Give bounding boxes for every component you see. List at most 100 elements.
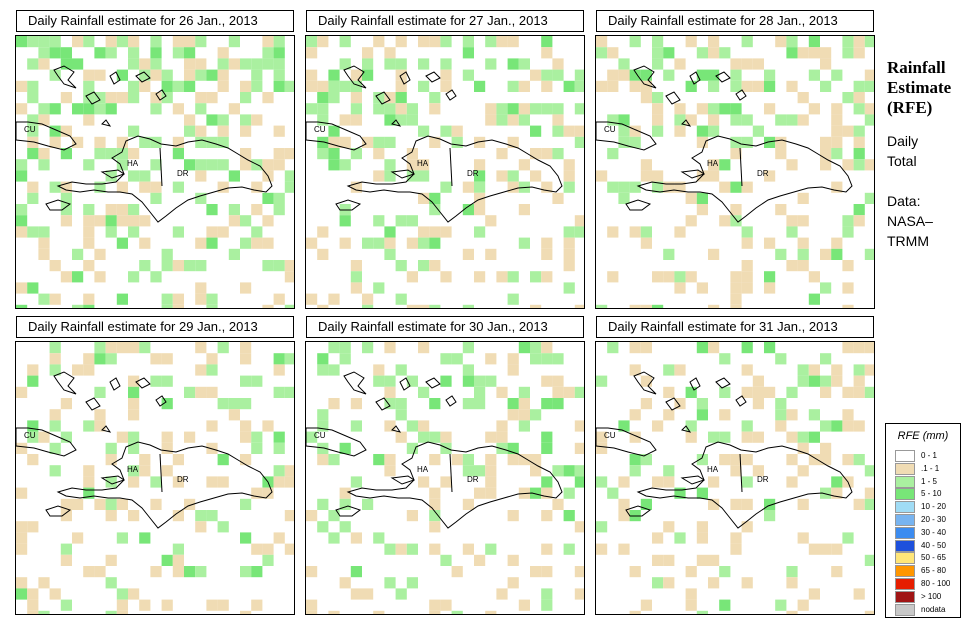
rainfall-cell	[228, 409, 240, 421]
rainfall-cell	[842, 159, 854, 171]
rainfall-cell	[696, 409, 708, 421]
rainfall-cell	[618, 125, 630, 137]
rainfall-cell	[116, 610, 128, 614]
rainfall-cell	[786, 260, 798, 272]
rainfall-cell	[808, 47, 820, 59]
rainfall-cell	[16, 532, 28, 544]
rainfall-cell	[808, 103, 820, 115]
rainfall-cell	[853, 342, 865, 354]
rainfall-cell	[451, 566, 463, 578]
rainfall-cell	[820, 353, 832, 365]
rainfall-cell	[105, 442, 117, 454]
rainfall-cell	[741, 342, 753, 354]
rainfall-cell	[161, 304, 173, 308]
rainfall-cell	[262, 304, 274, 308]
rainfall-cell	[161, 293, 173, 305]
legend-label: 5 - 10	[921, 489, 942, 499]
rainfall-cell	[49, 342, 61, 354]
rainfall-cell	[418, 386, 430, 398]
rainfall-cell	[474, 386, 486, 398]
rainfall-cell	[808, 454, 820, 466]
rainfall-cell	[596, 521, 608, 533]
rainfall-cell	[406, 114, 418, 126]
rainfall-cell	[474, 170, 486, 182]
cuba-outline	[306, 427, 367, 457]
rainfall-cell	[429, 398, 441, 410]
rainfall-cell	[83, 103, 95, 115]
rainfall-cell	[786, 226, 798, 238]
haiti-label: HA	[707, 159, 719, 168]
rainfall-cell	[652, 58, 664, 70]
rainfall-cell	[38, 577, 50, 589]
rainfall-cell	[317, 114, 329, 126]
rainfall-grid	[16, 36, 294, 308]
rainfall-cell	[474, 271, 486, 283]
rainfall-cell	[339, 58, 351, 70]
rainfall-cell	[139, 215, 151, 227]
rainfall-cell	[775, 420, 787, 432]
rainfall-cell	[161, 248, 173, 260]
rainfall-cell	[105, 148, 117, 160]
rainfall-cell	[373, 237, 385, 249]
rainfall-cell	[607, 342, 619, 354]
rainfall-cell	[128, 80, 140, 92]
rainfall-cell	[440, 554, 452, 566]
rainfall-cell	[440, 353, 452, 365]
rainfall-cell	[128, 215, 140, 227]
rainfall-cell	[462, 342, 474, 354]
rainfall-cell	[150, 498, 162, 510]
rainfall-cell	[128, 431, 140, 443]
rainfall-cell	[362, 69, 374, 81]
rainfall-map-graphic: CU HA DR	[306, 36, 584, 308]
bahamas-island-outline	[735, 89, 747, 101]
rainfall-cell	[607, 487, 619, 499]
rainfall-cell	[820, 487, 832, 499]
rainfall-cell	[139, 136, 151, 148]
rainfall-cell	[27, 125, 39, 137]
rainfall-cell	[652, 36, 664, 48]
rainfall-cell	[94, 92, 106, 104]
rainfall-cell	[530, 454, 542, 466]
rainfall-cell	[440, 125, 452, 137]
rainfall-cell	[16, 282, 28, 294]
rainfall-cell	[797, 431, 809, 443]
rainfall-cell	[574, 69, 584, 81]
rainfall-cell	[775, 114, 787, 126]
rainfall-cell	[674, 226, 686, 238]
rainfall-cell	[696, 192, 708, 204]
rainfall-cell	[195, 282, 207, 294]
rainfall-cell	[831, 114, 843, 126]
rainfall-cell	[373, 215, 385, 227]
rainfall-cell	[116, 293, 128, 305]
rainfall-cell	[105, 47, 117, 59]
rainfall-cell	[83, 566, 95, 578]
rainfall-cell	[530, 409, 542, 421]
haiti-label: HA	[127, 159, 139, 168]
rainfall-cell	[317, 442, 329, 454]
rainfall-cell	[373, 136, 385, 148]
rainfall-cell	[328, 454, 340, 466]
haiti-dr-border	[449, 453, 453, 493]
rainfall-cell	[49, 364, 61, 376]
rainfall-cell	[251, 487, 263, 499]
rainfall-cell	[418, 159, 430, 171]
bahamas-island-outline	[399, 377, 411, 391]
rainfall-cell	[128, 442, 140, 454]
rainfall-cell	[842, 125, 854, 137]
rainfall-cell	[574, 420, 584, 432]
gonave-island-outline	[680, 169, 706, 179]
rainfall-cell	[496, 420, 508, 432]
cuba-label: CU	[604, 125, 616, 134]
rainfall-cell	[574, 386, 584, 398]
rainfall-cell	[607, 80, 619, 92]
rainfall-cell	[60, 599, 72, 611]
rainfall-cell	[563, 248, 575, 260]
rainfall-cell	[530, 353, 542, 365]
rainfall-cell	[228, 170, 240, 182]
rainfall-cell	[741, 454, 753, 466]
rainfall-cell	[262, 487, 274, 499]
bahamas-island-outline	[391, 119, 402, 127]
rainfall-cell	[395, 543, 407, 555]
rainfall-cell	[406, 375, 418, 387]
rainfall-cell	[273, 364, 285, 376]
